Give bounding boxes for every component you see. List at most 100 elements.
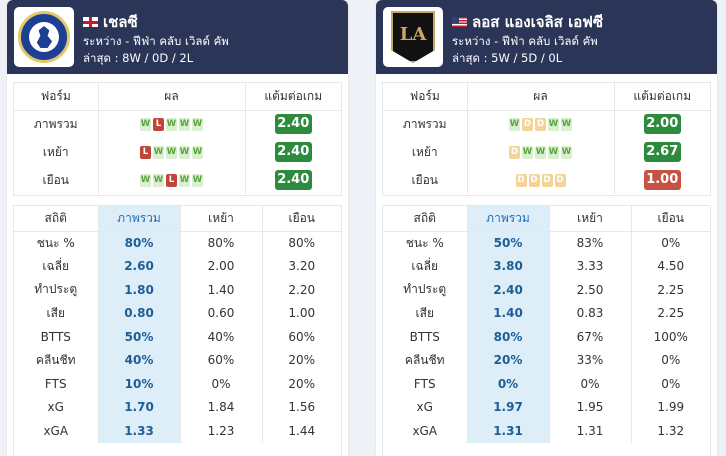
result-pill-draw: D (509, 146, 520, 159)
form-row-label: เยือน (14, 166, 99, 194)
ppg-badge: 2.67 (643, 142, 681, 162)
ppg-badge: 2.40 (274, 170, 312, 190)
stat-label-cell: BTTS (383, 325, 468, 349)
competition-label: ระหว่าง - ฟีฟ่า คลับ เวิลด์ คัพ (83, 34, 229, 48)
stat-away-cell: 4.50 (657, 259, 685, 274)
stat-row: ทำประตู 2.40 2.50 2.25 (383, 278, 710, 302)
stat-label-cell: ชนะ % (14, 231, 99, 255)
chelsea-crest-icon[interactable] (14, 7, 74, 67)
stat-row: xG 1.97 1.95 1.99 (383, 395, 710, 419)
result-pill-win: W (179, 118, 190, 132)
result-pill-win: W (140, 118, 151, 132)
stat-row: FTS 10% 0% 20% (14, 372, 341, 396)
stat-overall-cell: 3.80 (467, 254, 550, 278)
ppg-badge: 2.40 (274, 142, 312, 162)
stat-home-cell: 3.33 (549, 254, 632, 278)
team-name[interactable]: ลอส แองเจลิส เอฟซี (472, 13, 604, 31)
result-header: ผล (98, 83, 246, 111)
team-panel-lafc: LA ลอส แองเจลิส เอฟซี ระหว่าง - ฟีฟ่า คล… (376, 0, 717, 456)
team-name[interactable]: เชลซี (103, 13, 138, 31)
team-header: เชลซี ระหว่าง - ฟีฟ่า คลับ เวิลด์ คัพ ล่… (7, 0, 348, 74)
home-header: เหย้า (549, 206, 632, 232)
result-pill-win: W (509, 118, 520, 132)
result-pill-draw: D (554, 174, 566, 187)
away-header: เยือน (262, 206, 341, 232)
stat-home-cell: 1.84 (180, 395, 263, 419)
stat-away-cell: 1.00 (288, 306, 316, 321)
stats-body: ชนะ % 50% 83% 0% เฉลี่ย 3.80 3.33 4.50 ทำประตู 2.… (383, 231, 710, 443)
result-pill-win: W (179, 146, 190, 159)
stat-home-cell: 0% (549, 372, 632, 396)
result-pill-win: W (166, 118, 177, 132)
stat-home-cell: 83% (549, 231, 632, 255)
form-row-label: เหย้า (383, 138, 468, 166)
result-pill-draw: D (528, 174, 540, 187)
stat-overall-cell: 2.40 (467, 278, 550, 302)
stat-overall-cell: 10% (98, 372, 181, 396)
stats-body: ชนะ % 80% 80% 80% เฉลี่ย 2.60 2.00 3.20 ทำประตู 1… (14, 231, 341, 443)
stat-label-cell: BTTS (14, 325, 99, 349)
stat-home-cell: 1.23 (180, 419, 263, 443)
stat-away-cell: 2.25 (657, 306, 685, 321)
stat-home-cell: 1.40 (180, 278, 263, 302)
stat-row: คลีนชีท 20% 33% 0% (383, 348, 710, 372)
stat-label-cell: FTS (14, 372, 99, 396)
stat-row: เฉลี่ย 2.60 2.00 3.20 (14, 254, 341, 278)
stat-away-cell: 0% (661, 376, 681, 391)
stat-home-cell: 33% (549, 348, 632, 372)
stat-home-cell: 0.60 (180, 301, 263, 325)
stat-overall-cell: 20% (467, 348, 550, 372)
stat-row: ทำประตู 1.80 1.40 2.20 (14, 278, 341, 302)
stat-overall-cell: 1.97 (467, 395, 550, 419)
stat-home-cell: 2.50 (549, 278, 632, 302)
usa-flag-icon (452, 17, 467, 27)
stat-overall-cell: 1.40 (467, 301, 550, 325)
stat-label-cell: FTS (383, 372, 468, 396)
stat-label-cell: คลีนชีท (14, 348, 99, 372)
stat-home-cell: 1.95 (549, 395, 632, 419)
team-header: LA ลอส แองเจลิส เอฟซี ระหว่าง - ฟีฟ่า คล… (376, 0, 717, 74)
stat-row: BTTS 50% 40% 60% (14, 325, 341, 349)
stat-away-cell: 100% (653, 329, 688, 344)
stat-overall-cell: 0.80 (98, 301, 181, 325)
stat-label-cell: xG (14, 395, 99, 419)
result-pill-win: W (192, 146, 203, 159)
result-pill-draw: D (541, 174, 553, 187)
stat-row: เสีย 0.80 0.60 1.00 (14, 301, 341, 325)
stat-row: xG 1.70 1.84 1.56 (14, 395, 341, 419)
stat-row: คลีนชีท 40% 60% 20% (14, 348, 341, 372)
stat-away-cell: 1.44 (288, 423, 316, 438)
stat-label-cell: xGA (14, 419, 99, 443)
result-pill-win: W (179, 174, 190, 187)
result-pill-win: W (153, 146, 164, 159)
home-header: เหย้า (180, 206, 263, 232)
stat-label-cell: ทำประตู (383, 278, 468, 302)
stat-away-cell: 3.20 (288, 259, 316, 274)
stat-row: FTS 0% 0% 0% (383, 372, 710, 396)
stat-away-cell: 2.25 (657, 282, 685, 297)
away-header: เยือน (631, 206, 710, 232)
stat-row: เสีย 1.40 0.83 2.25 (383, 301, 710, 325)
stats-table: สถิติ ภาพรวม เหย้า เยือน ชนะ % 50% 83% 0% เฉ… (382, 205, 711, 456)
lafc-crest-icon[interactable]: LA (383, 7, 443, 67)
form-row-label: เยือน (383, 166, 468, 194)
result-pill-win: W (140, 174, 151, 187)
form-row-label: ภาพรวม (383, 110, 468, 138)
stat-home-cell: 0% (180, 372, 263, 396)
england-flag-icon (83, 17, 98, 27)
stat-overall-cell: 1.70 (98, 395, 181, 419)
stat-away-cell: 80% (288, 236, 316, 250)
stat-overall-cell: 1.31 (467, 419, 550, 443)
result-pill-win: W (192, 174, 203, 187)
recent-record: ล่าสุด : 5W / 5D / 0L (452, 51, 563, 65)
lafc-logo-text: LA (399, 23, 427, 45)
stat-row: BTTS 80% 67% 100% (383, 325, 710, 349)
stat-home-cell: 2.00 (180, 254, 263, 278)
stat-away-cell: 1.99 (657, 400, 685, 415)
stat-away-cell: 0% (661, 353, 681, 368)
stats-table: สถิติ ภาพรวม เหย้า เยือน ชนะ % 80% 80% 80% เ… (13, 205, 342, 456)
